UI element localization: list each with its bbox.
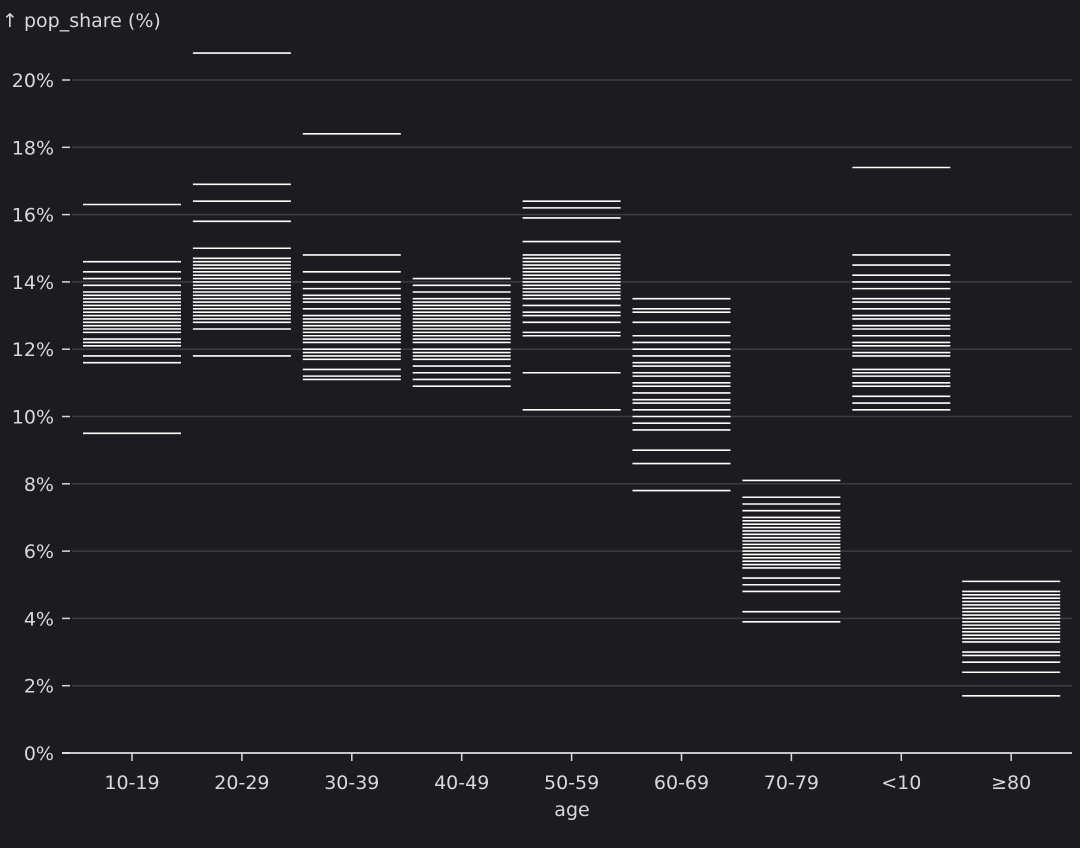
y-tick-label: 8%: [24, 474, 54, 496]
y-axis: 0% 2% 4% 6% 8% 10% 12% 14% 16% 18% 20%: [12, 70, 70, 765]
x-tick-label: 60-69: [654, 772, 709, 794]
y-tick-label: 4%: [24, 608, 54, 630]
y-tick-label: 20%: [12, 70, 54, 92]
y-tick-label: 18%: [12, 137, 54, 159]
x-tick-label: 40-49: [434, 772, 489, 794]
y-tick-label: 16%: [12, 205, 54, 227]
x-axis-title: age: [554, 799, 589, 821]
x-axis: 10-19 20-29 30-39 40-49 50-59 60-69 70-79 <10 ≥8…: [62, 752, 1072, 794]
y-tick-label: 14%: [12, 272, 54, 294]
y-tick-label: 2%: [24, 676, 54, 698]
tick-marks: [83, 52, 1061, 697]
y-tick-label: 10%: [12, 407, 54, 429]
x-tick-label: 20-29: [214, 772, 269, 794]
x-tick-label: ≥80: [991, 772, 1031, 794]
y-tick-label: 12%: [12, 339, 54, 361]
y-tick-label: 0%: [24, 743, 54, 765]
x-tick-label: 10-19: [104, 772, 159, 794]
x-tick-label: 50-59: [544, 772, 599, 794]
y-tick-label: 6%: [24, 541, 54, 563]
x-tick-label: <10: [881, 772, 921, 794]
y-axis-title: ↑ pop_share (%): [2, 10, 161, 32]
x-tick-label: 30-39: [324, 772, 379, 794]
x-tick-label: 70-79: [764, 772, 819, 794]
